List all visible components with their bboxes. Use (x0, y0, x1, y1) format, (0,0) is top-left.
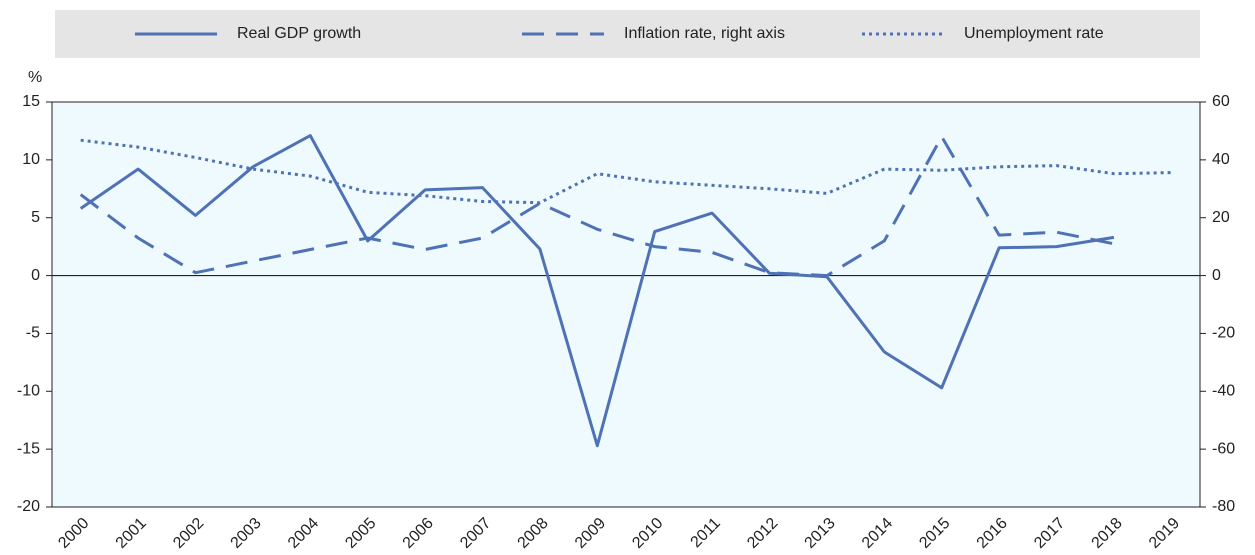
y-tick-label: -20 (17, 498, 40, 515)
x-tick-label: 2006 (400, 515, 437, 552)
y2-tick-label: -40 (1212, 383, 1235, 400)
y2-tick-label: 0 (1212, 267, 1221, 284)
legend-background (55, 10, 1200, 58)
y2-tick-label: -20 (1212, 325, 1235, 342)
x-tick-label: 2000 (55, 515, 92, 552)
legend-label: Real GDP growth (237, 25, 361, 42)
y-tick-label: 15 (22, 93, 40, 110)
y-axis-label: % (28, 69, 42, 86)
x-tick-label: 2009 (572, 515, 609, 552)
x-tick-label: 2011 (688, 515, 724, 551)
y2-tick-label: -60 (1212, 440, 1235, 457)
y-tick-label: -10 (17, 383, 40, 400)
y2-tick-label: -80 (1212, 498, 1235, 515)
plot-area (51, 101, 1201, 508)
x-tick-label: 2007 (457, 515, 494, 552)
y-tick-label: 0 (31, 267, 40, 284)
series-line (80, 138, 1172, 205)
y2-tick-label: 60 (1212, 93, 1230, 110)
x-tick-label: 2017 (1031, 515, 1068, 552)
x-tick-label: 2012 (744, 515, 781, 552)
x-tick-label: 2013 (802, 515, 839, 552)
x-tick-label: 2005 (342, 515, 379, 552)
x-tick-label: 2002 (170, 515, 207, 552)
x-tick-label: 2008 (515, 515, 552, 552)
x-tick-label: 2018 (1089, 515, 1126, 552)
x-tick-label: 2016 (974, 515, 1011, 552)
legend-label: Inflation rate, right axis (624, 25, 785, 42)
y-tick-label: 10 (22, 151, 40, 168)
x-tick-label: 2004 (285, 515, 322, 552)
x-tick-label: 2014 (859, 515, 896, 552)
y-tick-label: -5 (26, 325, 40, 342)
y2-tick-label: 40 (1212, 151, 1230, 168)
x-tick-label: 2019 (1146, 515, 1183, 552)
x-tick-label: 2015 (916, 515, 953, 552)
y2-tick-label: 20 (1212, 209, 1230, 226)
y-tick-label: -15 (17, 440, 40, 457)
series-line (79, 134, 1115, 448)
x-tick-label: 2003 (228, 515, 265, 552)
x-tick-label: 2001 (113, 515, 150, 552)
x-tick-label: 2010 (629, 515, 666, 552)
y-tick-label: 5 (31, 209, 40, 226)
legend-label: Unemployment rate (964, 25, 1104, 42)
series-line (79, 135, 1115, 278)
